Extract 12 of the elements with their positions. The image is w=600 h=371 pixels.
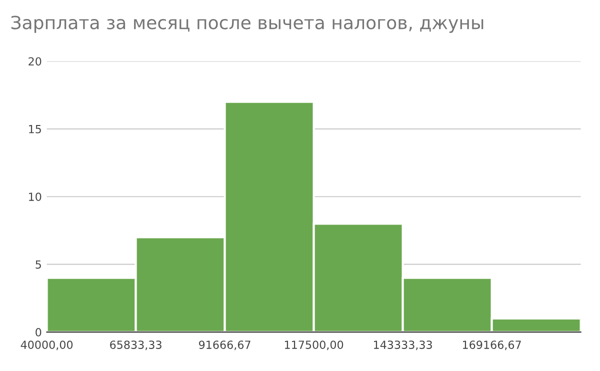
x-tick-label: 117500,00	[284, 340, 344, 350]
chart-title: Зарплата за месяц после вычета налогов, джуны	[11, 16, 484, 33]
y-tick-label: 5	[36, 260, 41, 269]
y-tick-label: 10	[29, 192, 42, 202]
x-tick-label: 91666,67	[198, 340, 250, 350]
x-tick-label: 143333,33	[374, 340, 432, 350]
y-tick-label: 0	[36, 328, 42, 336]
x-tick-label: 65833,33	[110, 340, 162, 350]
x-tick-label: 169166,67	[462, 340, 521, 350]
y-tick-label: 20	[28, 57, 42, 66]
x-tick-label: 40000,00	[20, 340, 73, 350]
y-tick-label: 15	[29, 125, 41, 134]
